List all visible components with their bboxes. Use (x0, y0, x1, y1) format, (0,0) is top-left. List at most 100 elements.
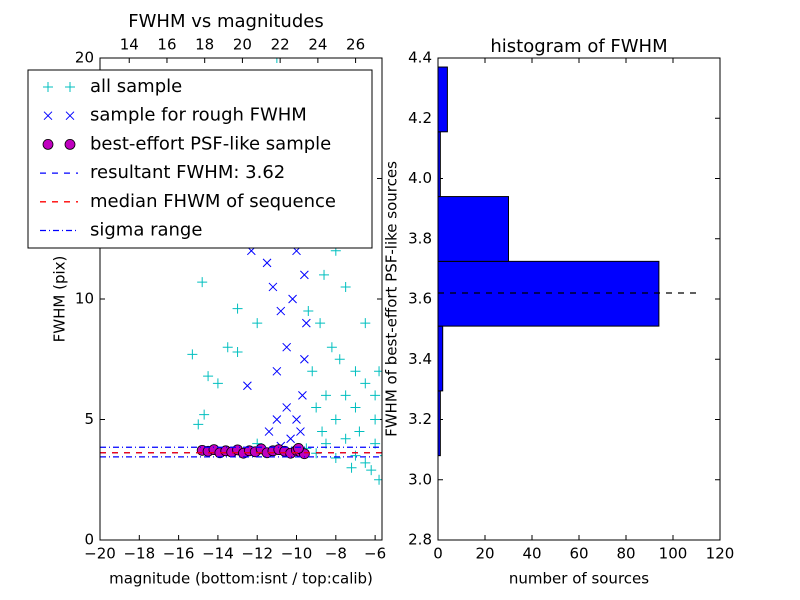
plus-marker (326, 342, 337, 353)
plus-marker (340, 390, 351, 401)
x-marker (272, 366, 282, 376)
plus-marker (340, 433, 351, 444)
legend-marker (65, 82, 75, 92)
x-tick-label: −18 (123, 545, 155, 563)
x-tick-label: 100 (659, 545, 688, 563)
histogram-bar (437, 325, 444, 392)
y-tick-label: 0 (84, 531, 94, 549)
x-marker (282, 403, 292, 412)
top-tick-label: 18 (195, 36, 214, 54)
right-x-label: number of sources (509, 570, 649, 588)
y-tick-label: 2.8 (408, 531, 432, 549)
plus-marker (222, 342, 233, 353)
plus-marker (197, 277, 208, 288)
plus-marker (252, 318, 263, 329)
y-tick-label: 10 (75, 290, 94, 308)
legend-label: all sample (90, 76, 182, 97)
y-tick-label: 5 (84, 410, 94, 428)
x-tick-label: −14 (202, 545, 234, 563)
plus-marker (232, 303, 243, 314)
y-tick-label: 20 (75, 49, 94, 67)
legend-marker (43, 82, 53, 92)
top-tick-label: 16 (157, 36, 176, 54)
axes-frame (437, 57, 721, 541)
plus-marker (315, 318, 326, 329)
right-y-label: FWHM of best-effort PSF-like sources (383, 161, 401, 437)
x-marker (298, 391, 307, 400)
plus-marker (370, 414, 381, 425)
plus-marker (232, 347, 243, 358)
legend-marker (64, 138, 76, 150)
y-tick-label: 4.2 (408, 109, 432, 127)
circle-marker (293, 443, 304, 454)
axes-frame (99, 57, 383, 541)
x-tick-label: −16 (163, 545, 195, 563)
y-tick-label: 3.8 (408, 229, 432, 247)
y-tick-label: 3.4 (408, 350, 432, 368)
x-tick-label: −12 (241, 545, 273, 563)
plus-marker (350, 366, 361, 377)
y-tick-label: 3.2 (408, 410, 432, 428)
plus-marker (370, 390, 381, 401)
x-marker (276, 306, 286, 316)
plus-marker (271, 58, 282, 63)
x-marker (292, 415, 301, 424)
right-title: histogram of FWHM (490, 36, 667, 57)
histogram-bar (437, 260, 660, 327)
plus-marker (374, 366, 382, 377)
legend-marker (65, 111, 75, 121)
y-tick-label: 4.4 (408, 49, 432, 67)
histogram-bar (437, 196, 509, 262)
plus-marker (193, 419, 204, 430)
x-marker (300, 354, 309, 364)
plus-marker (360, 457, 371, 468)
top-tick-label: 22 (271, 36, 290, 54)
plus-marker (330, 414, 341, 425)
x-marker (286, 434, 295, 444)
legend-marker (42, 138, 54, 150)
left-y-label: FWHM (pix) (51, 256, 69, 343)
x-tick-label: 80 (616, 545, 635, 563)
legend-label: sample for rough FWHM (90, 105, 307, 126)
plus-marker (311, 402, 322, 413)
x-marker (272, 415, 282, 424)
plus-marker (374, 474, 382, 485)
top-tick-label: 14 (120, 36, 139, 54)
plus-marker (334, 354, 345, 365)
x-tick-label: −8 (325, 545, 347, 563)
top-tick-label: 26 (346, 36, 365, 54)
x-marker (301, 318, 311, 328)
x-marker (262, 258, 272, 268)
plus-marker (199, 409, 210, 420)
legend-label: best-effort PSF-like sample (90, 133, 331, 154)
x-tick-label: 20 (475, 545, 494, 563)
left-title: FWHM vs magnitudes (128, 11, 323, 32)
x-tick-label: −6 (364, 545, 386, 563)
x-marker (282, 342, 292, 352)
plus-marker (366, 465, 377, 476)
plus-marker (187, 349, 198, 360)
plus-marker (330, 453, 341, 464)
x-tick-label: 40 (522, 545, 541, 563)
plus-marker (354, 426, 365, 437)
legend-label: resultant FWHM: 3.62 (90, 162, 285, 183)
legend-box (27, 69, 373, 249)
x-marker (264, 427, 274, 436)
plus-marker (320, 390, 331, 401)
histogram-bar (437, 66, 448, 133)
legend: all sample sample for rough FWHM best-effo… (27, 69, 373, 249)
plot-area (100, 58, 382, 485)
y-tick-label: 3.6 (408, 290, 432, 308)
x-marker (268, 282, 278, 292)
x-marker (288, 294, 297, 304)
top-tick-label: 24 (308, 36, 327, 54)
x-tick-label: 120 (706, 545, 735, 563)
legend-label: sigma range (90, 220, 202, 241)
x-marker (243, 381, 252, 391)
plus-marker (350, 402, 361, 413)
plus-marker (360, 378, 371, 389)
top-tick-label: 20 (233, 36, 252, 54)
plus-marker (340, 281, 351, 292)
x-tick-label: −20 (84, 545, 116, 563)
